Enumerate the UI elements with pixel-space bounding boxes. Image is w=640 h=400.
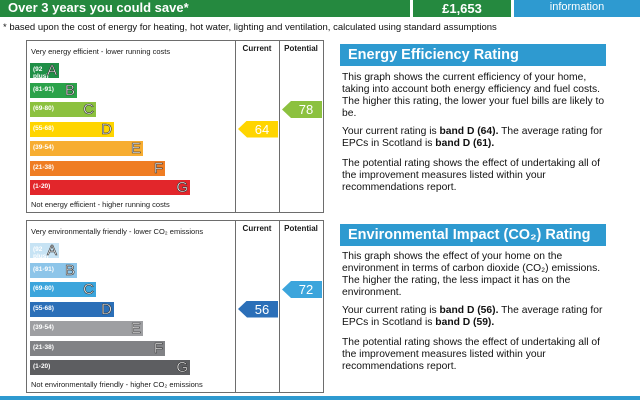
band-a: (92 plus) A xyxy=(30,62,59,80)
band-letter: D xyxy=(101,120,112,138)
band-letter: A xyxy=(46,62,58,80)
current-rating-arrow: 56 xyxy=(238,300,278,318)
band-a: (92 plus) A xyxy=(30,242,59,260)
band-f: (21-38) F xyxy=(30,159,165,177)
current-rating-arrow: 64 xyxy=(238,120,278,138)
band-g: (1-20) G xyxy=(30,359,190,377)
band-e: (39-54) E xyxy=(30,320,143,338)
savings-title: Over 3 years you could save* xyxy=(8,0,189,15)
potential-header: Potential xyxy=(284,224,318,233)
band-range: (21-38) xyxy=(33,343,54,351)
savings-value: £1,653 xyxy=(413,0,511,17)
band-letter: B xyxy=(64,261,76,279)
bottom-rule xyxy=(0,396,640,400)
band-letter: E xyxy=(130,320,142,338)
band-b: (81-91) B xyxy=(30,261,77,279)
efficient-caption: Very energy efficient - lower running co… xyxy=(31,47,171,56)
friendly-caption: Very environmentally friendly - lower CO… xyxy=(31,227,204,236)
energy-description: This graph shows the current efficiency … xyxy=(342,72,605,119)
environmental-description: This graph shows the effect of your home… xyxy=(342,251,601,298)
band-range: (21-38) xyxy=(33,163,54,171)
band-range: (55-68) xyxy=(33,304,54,312)
band-f: (21-38) F xyxy=(30,339,165,357)
inefficient-caption: Not energy efficient - higher running co… xyxy=(31,200,170,209)
energy-rating-heading: Energy Efficiency Rating xyxy=(340,44,606,66)
band-letter: F xyxy=(153,159,164,177)
current-header: Current xyxy=(242,224,272,233)
band-e: (39-54) E xyxy=(30,140,143,158)
savings-banner xyxy=(0,0,410,17)
band-g: (1-20) G xyxy=(30,179,190,197)
band-range: (92 plus) xyxy=(33,246,49,260)
band-letter: E xyxy=(130,140,142,158)
energy-potential-note: The potential rating shows the effect of… xyxy=(342,158,600,193)
band-letter: A xyxy=(46,242,58,260)
band-range: (92 plus) xyxy=(33,66,49,80)
band-letter: G xyxy=(176,359,188,377)
band-letter: D xyxy=(101,300,112,318)
environmental-potential-note: The potential rating shows the effect of… xyxy=(342,337,600,372)
potential-rating-arrow: 78 xyxy=(282,101,322,118)
info-box: information xyxy=(514,0,640,17)
band-range: (81-91) xyxy=(33,85,54,93)
band-letter: B xyxy=(64,81,76,99)
band-range: (39-54) xyxy=(33,144,54,151)
band-c: (69-80) C xyxy=(30,281,96,299)
footnote: * based upon the cost of energy for heat… xyxy=(3,22,497,33)
band-c: (69-80) C xyxy=(30,101,96,119)
band-range: (81-91) xyxy=(33,265,54,273)
band-range: (1-20) xyxy=(33,363,51,370)
band-letter: C xyxy=(83,281,94,299)
band-b: (81-91) B xyxy=(30,81,77,99)
environmental-impact-graph: Current Potential Very environmentally f… xyxy=(26,220,324,393)
current-header: Current xyxy=(242,44,272,53)
band-letter: F xyxy=(153,339,164,357)
energy-current-rating: Your current rating is band D (64). The … xyxy=(342,126,603,149)
potential-header: Potential xyxy=(284,44,318,53)
band-range: (69-80) xyxy=(33,285,54,292)
band-letter: G xyxy=(176,179,188,197)
band-d: (55-68) D xyxy=(30,120,114,138)
potential-rating-arrow: 72 xyxy=(282,281,322,298)
environmental-current-rating: Your current rating is band D (56). The … xyxy=(342,305,603,328)
environmental-rating-heading: Environmental Impact (CO₂) Rating xyxy=(340,224,606,246)
band-letter: C xyxy=(83,101,94,119)
band-range: (69-80) xyxy=(33,105,54,112)
band-range: (39-54) xyxy=(33,324,54,331)
energy-efficiency-graph: Current Potential Very energy efficient … xyxy=(26,40,324,213)
unfriendly-caption: Not environmentally friendly - higher CO… xyxy=(31,380,203,389)
band-range: (55-68) xyxy=(33,124,54,132)
band-range: (1-20) xyxy=(33,183,51,190)
band-d: (55-68) D xyxy=(30,300,114,318)
